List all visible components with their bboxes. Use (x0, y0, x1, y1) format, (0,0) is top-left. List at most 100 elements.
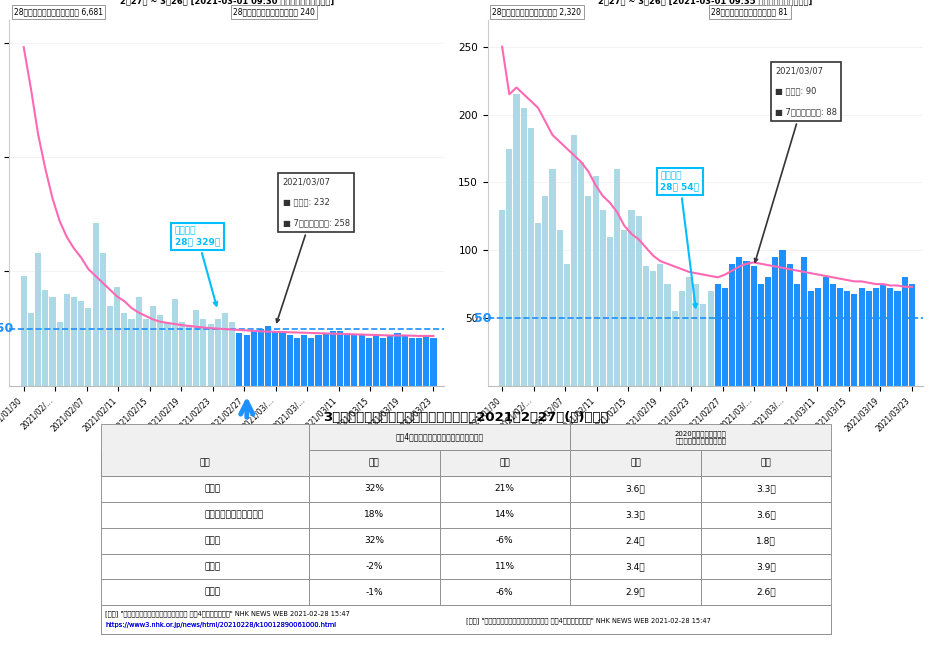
FancyBboxPatch shape (570, 579, 701, 605)
Bar (136, 297, 142, 386)
Bar (779, 250, 786, 386)
FancyBboxPatch shape (440, 554, 570, 579)
Bar (678, 291, 685, 386)
Bar (388, 335, 393, 386)
Text: 18%: 18% (364, 510, 384, 520)
Text: 3.3倍: 3.3倍 (756, 484, 776, 493)
Bar (773, 257, 778, 386)
Bar (528, 128, 534, 386)
Text: 夜間: 夜間 (761, 459, 772, 468)
Text: 地点: 地点 (199, 459, 210, 468)
FancyBboxPatch shape (570, 502, 701, 527)
FancyBboxPatch shape (701, 502, 831, 527)
Bar (373, 335, 379, 386)
Bar (514, 94, 519, 386)
Bar (229, 321, 235, 386)
Bar (265, 326, 271, 386)
FancyBboxPatch shape (308, 527, 440, 554)
FancyBboxPatch shape (570, 424, 831, 450)
Bar (542, 196, 548, 386)
Bar (643, 266, 649, 386)
Bar (593, 176, 598, 386)
Bar (873, 288, 879, 386)
Bar (86, 308, 91, 386)
Text: 2月27日 ~ 3月26日 [2021-03-01 09:35 スクリーンキャプチャ]: 2月27日 ~ 3月26日 [2021-03-01 09:35 スクリーンキャプ… (598, 0, 813, 5)
Bar (164, 321, 171, 386)
Bar (114, 287, 120, 386)
Bar (63, 295, 70, 386)
FancyBboxPatch shape (308, 424, 570, 450)
Bar (179, 321, 185, 386)
FancyBboxPatch shape (570, 450, 701, 476)
Bar (758, 284, 764, 386)
FancyBboxPatch shape (570, 554, 701, 579)
FancyBboxPatch shape (101, 605, 831, 634)
Bar (607, 237, 613, 386)
Bar (129, 319, 134, 386)
Bar (308, 338, 314, 386)
Text: 2020年第一回宣言時の
土日・祝日平均に対する比: 2020年第一回宣言時の 土日・祝日平均に対する比 (675, 430, 727, 444)
Text: 250: 250 (0, 322, 13, 335)
Bar (851, 294, 857, 386)
Text: 東京駅: 東京駅 (205, 484, 221, 493)
Bar (700, 304, 706, 386)
FancyBboxPatch shape (101, 476, 308, 502)
FancyBboxPatch shape (440, 476, 570, 502)
Bar (895, 291, 900, 386)
Bar (686, 277, 692, 386)
Bar (535, 223, 541, 386)
Text: 2021/03/07

■ 予測数: 90

■ 7日間移動平均: 88: 2021/03/07 ■ 予測数: 90 ■ 7日間移動平均: 88 (754, 66, 837, 262)
Text: https://www3.nhk.or.jp/news/html/20210228/k10012890061000.html: https://www3.nhk.or.jp/news/html/2021022… (105, 623, 336, 628)
Bar (829, 284, 836, 386)
Bar (337, 331, 343, 386)
FancyBboxPatch shape (701, 476, 831, 502)
Bar (402, 335, 408, 386)
Bar (171, 299, 178, 386)
Bar (665, 284, 670, 386)
Text: 21%: 21% (495, 484, 514, 493)
Bar (715, 284, 720, 386)
Bar (21, 276, 27, 386)
Text: 3.4倍: 3.4倍 (625, 562, 645, 571)
Text: 32%: 32% (364, 484, 384, 493)
Bar (506, 148, 513, 386)
Bar (280, 333, 285, 386)
FancyBboxPatch shape (308, 476, 440, 502)
Bar (272, 331, 279, 386)
Text: 11%: 11% (495, 562, 514, 571)
Bar (42, 290, 48, 386)
FancyBboxPatch shape (308, 450, 440, 476)
Bar (150, 306, 157, 386)
Text: 32%: 32% (364, 536, 384, 545)
Text: 1.8倍: 1.8倍 (756, 536, 776, 545)
Bar (351, 335, 358, 386)
Bar (158, 315, 163, 386)
Bar (909, 284, 915, 386)
Text: -6%: -6% (496, 536, 514, 545)
Bar (243, 335, 250, 386)
Bar (214, 319, 221, 386)
FancyBboxPatch shape (308, 502, 440, 527)
Bar (431, 338, 436, 386)
Text: -6%: -6% (496, 588, 514, 597)
Text: 50: 50 (473, 312, 491, 325)
Bar (107, 306, 113, 386)
Bar (858, 288, 865, 386)
FancyBboxPatch shape (701, 527, 831, 554)
Text: [出典] "東京都内の主要地点の土曜日の人出 前の4週平均より増加" NHK NEWS WEB 2021-02-28 15:47: [出典] "東京都内の主要地点の土曜日の人出 前の4週平均より増加" NHK N… (105, 610, 350, 617)
Bar (143, 319, 149, 386)
Bar (330, 331, 336, 386)
Bar (744, 261, 749, 386)
Bar (200, 319, 207, 386)
Text: 渋谷スクランブル交差点: 渋谷スクランブル交差点 (205, 510, 264, 520)
Bar (650, 270, 656, 386)
Text: -2%: -2% (365, 562, 383, 571)
Bar (571, 135, 577, 386)
Bar (499, 209, 505, 386)
Bar (628, 209, 635, 386)
Bar (672, 311, 678, 386)
Bar (208, 324, 213, 386)
Text: 日中: 日中 (630, 459, 641, 468)
Bar (887, 288, 894, 386)
Text: 直近4週間の土日・祝日の平均に対する比: 直近4週間の土日・祝日の平均に対する比 (395, 433, 484, 441)
